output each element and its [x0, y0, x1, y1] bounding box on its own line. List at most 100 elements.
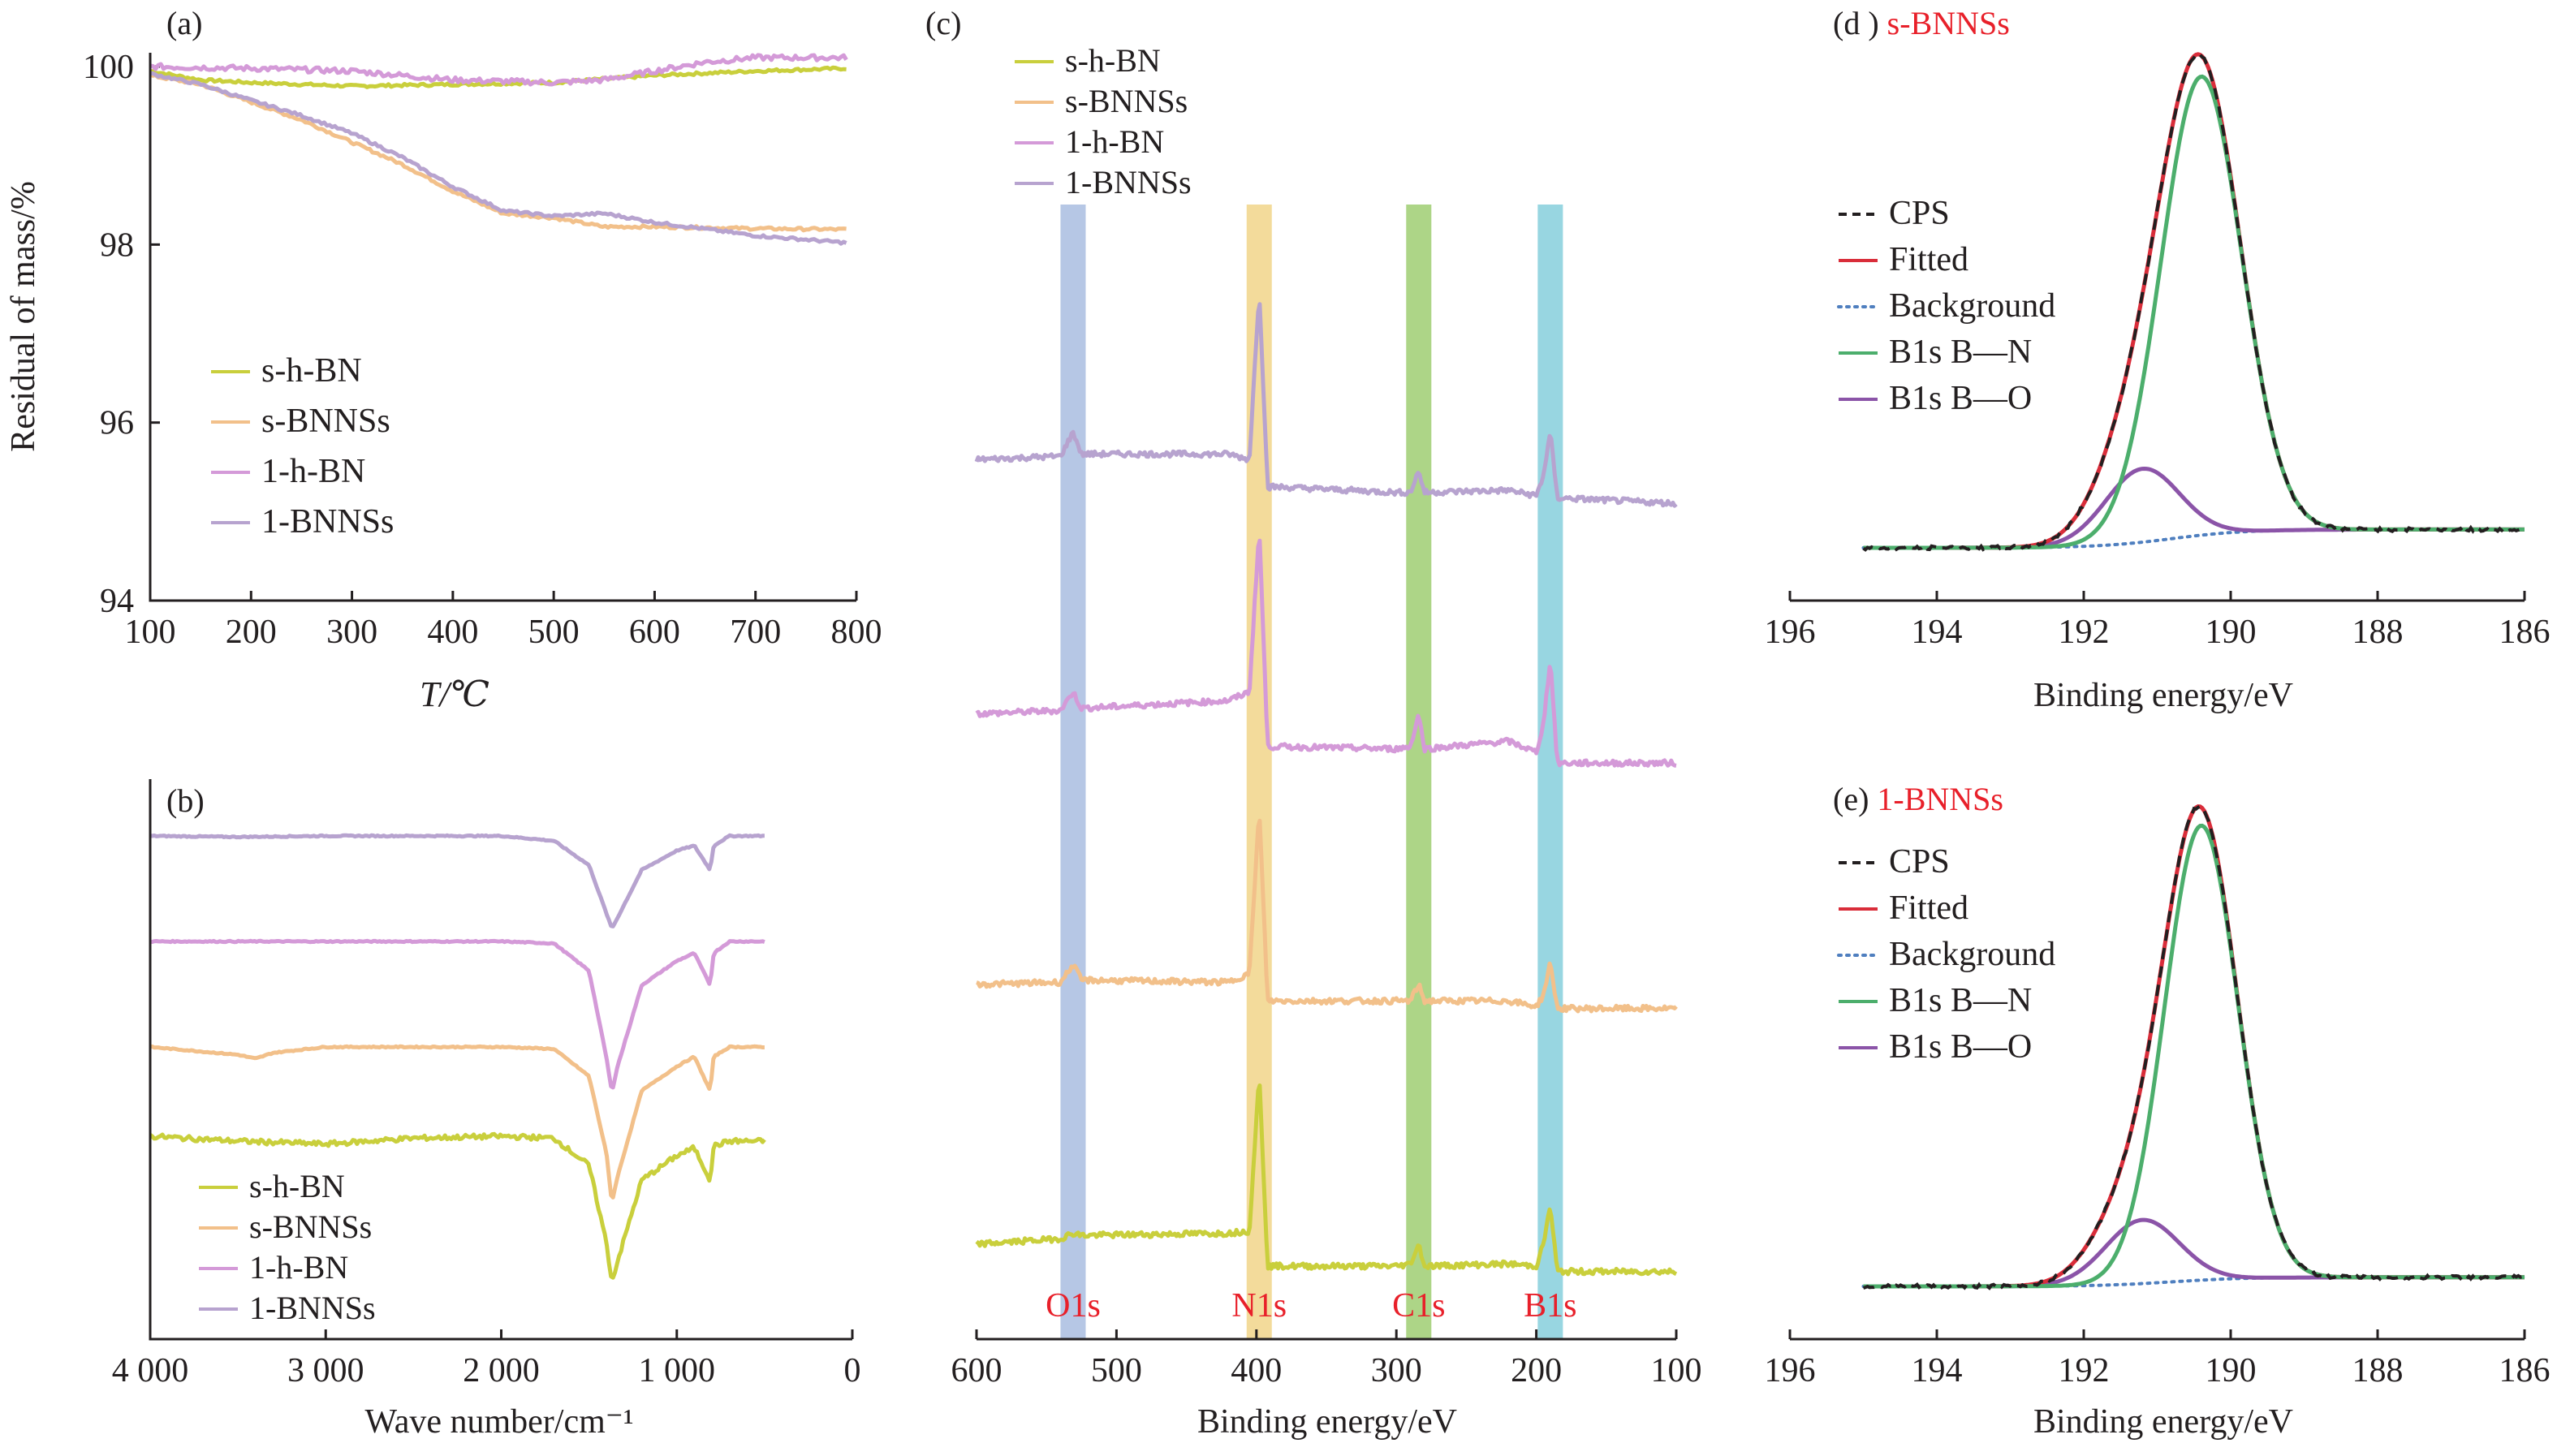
panel-d-cps-line — [1862, 51, 2525, 552]
panel-c-band-N1s — [1246, 205, 1272, 1339]
panel-d-legend-label-4: B1s B—O — [1889, 380, 2032, 417]
panel-d-bo-peak — [1863, 466, 2525, 550]
panel-b-label: (b) — [166, 782, 205, 819]
panel-b-xtick-label-4: 0 — [844, 1352, 861, 1389]
panel-b-series-1-h-BN — [149, 938, 765, 1090]
panel-c-legend-label-0: s-h-BN — [1065, 42, 1161, 79]
panel-c-xtick-label-2: 400 — [1231, 1352, 1282, 1389]
panel-c-band-O1s — [1060, 205, 1086, 1339]
panel-e-cps-line — [1862, 804, 2526, 1291]
panel-e-xtick-label-4: 188 — [2352, 1352, 2404, 1389]
panel-c-xlabel: Binding energy/eV — [1197, 1403, 1457, 1441]
panel-c-band-C1s — [1406, 205, 1432, 1339]
panel-a-axes — [149, 53, 856, 602]
panel-d-xtick-label-2: 192 — [2059, 614, 2110, 651]
panel-c-series-s-BNNSs — [976, 818, 1678, 1014]
panel-d-xlabel: Binding energy/eV — [2033, 677, 2293, 714]
panel-b: (b) Wave number/cm⁻¹ 4 000 3 000 2 000 1 00… — [112, 779, 861, 1441]
panel-b-xtick-label-3: 1 000 — [639, 1352, 716, 1389]
panel-c-xtick-label-3: 300 — [1371, 1352, 1422, 1389]
panel-b-xtick-label-0: 4 000 — [112, 1352, 189, 1389]
panel-a-xtick-label-0: 100 — [125, 614, 176, 651]
panel-a-series-s-h-BN — [149, 65, 847, 89]
panel-e-xlabel: Binding energy/eV — [2033, 1403, 2293, 1441]
panel-c-band-label-O1s: O1s — [1046, 1287, 1101, 1325]
panel-b-legend-label-0: s-h-BN — [249, 1168, 345, 1204]
panel-c-xtick-label-4: 200 — [1511, 1352, 1562, 1389]
panel-a-legend-label-3: 1-BNNSs — [261, 503, 394, 541]
panel-c-xtick-label-1: 500 — [1091, 1352, 1142, 1389]
panel-e-label: (e) 1-BNNSs — [1833, 781, 2003, 817]
panel-c-band-B1s — [1537, 205, 1563, 1339]
panel-a-ytick-label-3: 100 — [83, 49, 134, 86]
panel-a-xtick-label-6: 700 — [730, 614, 781, 651]
panel-d-xtick-label-4: 188 — [2352, 614, 2404, 651]
panel-d-xtick-label-1: 194 — [1912, 614, 1963, 651]
panel-e-label-text: (e) — [1833, 781, 1869, 817]
panel-c-xtick-label-0: 600 — [951, 1352, 1003, 1389]
panel-c-band-label-B1s: B1s — [1524, 1287, 1576, 1325]
panel-e: (e) 1-BNNSs Binding energy/eV 196 194 192 19… — [1765, 781, 2551, 1441]
panel-d: (d ) s-BNNSs Binding energy/eV 196 194 192 1… — [1765, 5, 2551, 714]
panel-c-series-1-BNNSs — [974, 302, 1678, 508]
panel-d-xtick-label-0: 196 — [1765, 614, 1816, 651]
panel-b-axes — [149, 779, 852, 1341]
panel-d-legend-label-1: Fitted — [1889, 241, 1968, 278]
panel-b-series-s-h-BN — [149, 1131, 766, 1280]
panel-d-legend-label-2: Background — [1889, 287, 2055, 325]
panel-a: (a) Residual of mass/% T/℃ 100 200 300 400 5… — [5, 5, 882, 714]
panel-a-legend-label-2: 1-h-BN — [261, 453, 365, 490]
panel-a-series-1-h-BN — [149, 53, 848, 87]
panel-b-series-1-BNNSs — [149, 833, 765, 928]
panel-d-legend-label-0: CPS — [1889, 195, 1950, 232]
panel-e-xtick-label-5: 186 — [2499, 1352, 2551, 1389]
panel-d-xtick-label-5: 186 — [2499, 614, 2551, 651]
panel-a-ytick-label-0: 94 — [100, 583, 134, 620]
panel-c-band-label-C1s: C1s — [1392, 1287, 1445, 1325]
panel-d-label: (d ) s-BNNSs — [1833, 5, 2010, 41]
panel-a-legend-label-1: s-BNNSs — [261, 403, 390, 440]
panel-a-ytick-label-1: 96 — [100, 405, 134, 442]
panel-e-xtick-label-3: 190 — [2206, 1352, 2257, 1389]
panel-c-series-1-h-BN — [975, 538, 1677, 768]
panel-e-legend-label-1: Fitted — [1889, 890, 1968, 927]
panel-d-title: s-BNNSs — [1887, 5, 2010, 41]
panel-c-series-s-h-BN — [975, 1083, 1678, 1277]
panel-a-series-1-BNNSs — [150, 71, 847, 246]
panel-a-xlabel-text: T/℃ — [420, 674, 489, 714]
panel-e-xtick-label-2: 192 — [2059, 1352, 2110, 1389]
panel-a-ytick-label-2: 98 — [100, 226, 134, 264]
panel-c-band-label-N1s: N1s — [1231, 1287, 1287, 1325]
panel-a-ylabel: Residual of mass/% — [5, 181, 42, 452]
panel-a-xtick-label-7: 800 — [831, 614, 882, 651]
panel-c: (c) Binding energy/eV O1s N1s C1s B1s 600 50… — [925, 5, 1702, 1441]
panel-d-legend-label-3: B1s B—N — [1889, 334, 2032, 371]
panel-a-xlabel: T/℃ — [420, 674, 489, 714]
panel-c-legend-label-3: 1-BNNSs — [1065, 164, 1192, 200]
panel-c-xtick-label-5: 100 — [1651, 1352, 1702, 1389]
panel-d-xtick-label-3: 190 — [2206, 614, 2257, 651]
panel-e-xtick-label-0: 196 — [1765, 1352, 1816, 1389]
panel-e-title: 1-BNNSs — [1877, 781, 2003, 817]
panel-b-legend-label-3: 1-BNNSs — [249, 1290, 376, 1326]
panel-a-xtick-label-4: 500 — [528, 614, 580, 651]
panel-d-bn-peak — [1863, 74, 2525, 550]
panel-a-label: (a) — [166, 5, 202, 41]
panel-e-legend-label-2: Background — [1889, 936, 2055, 973]
panel-a-xtick-label-1: 200 — [226, 614, 277, 651]
panel-b-xtick-label-1: 3 000 — [287, 1352, 364, 1389]
panel-b-series-s-BNNSs — [149, 1044, 765, 1200]
panel-b-xlabel: Wave number/cm⁻¹ — [364, 1403, 633, 1441]
panel-e-xtick-label-1: 194 — [1912, 1352, 1963, 1389]
panel-c-legend-label-1: s-BNNSs — [1065, 83, 1188, 119]
panel-a-xtick-label-2: 300 — [326, 614, 377, 651]
panel-d-label-text: (d ) — [1833, 5, 1879, 41]
panel-b-legend-label-2: 1-h-BN — [249, 1249, 348, 1286]
panel-e-legend-label-0: CPS — [1889, 843, 1950, 881]
panel-e-legend-label-3: B1s B—N — [1889, 982, 2032, 1019]
panel-b-legend-label-1: s-BNNSs — [249, 1208, 372, 1245]
panel-b-xtick-label-2: 2 000 — [463, 1352, 540, 1389]
panel-c-label: (c) — [925, 5, 961, 41]
panel-d-background-line — [1861, 528, 2526, 549]
